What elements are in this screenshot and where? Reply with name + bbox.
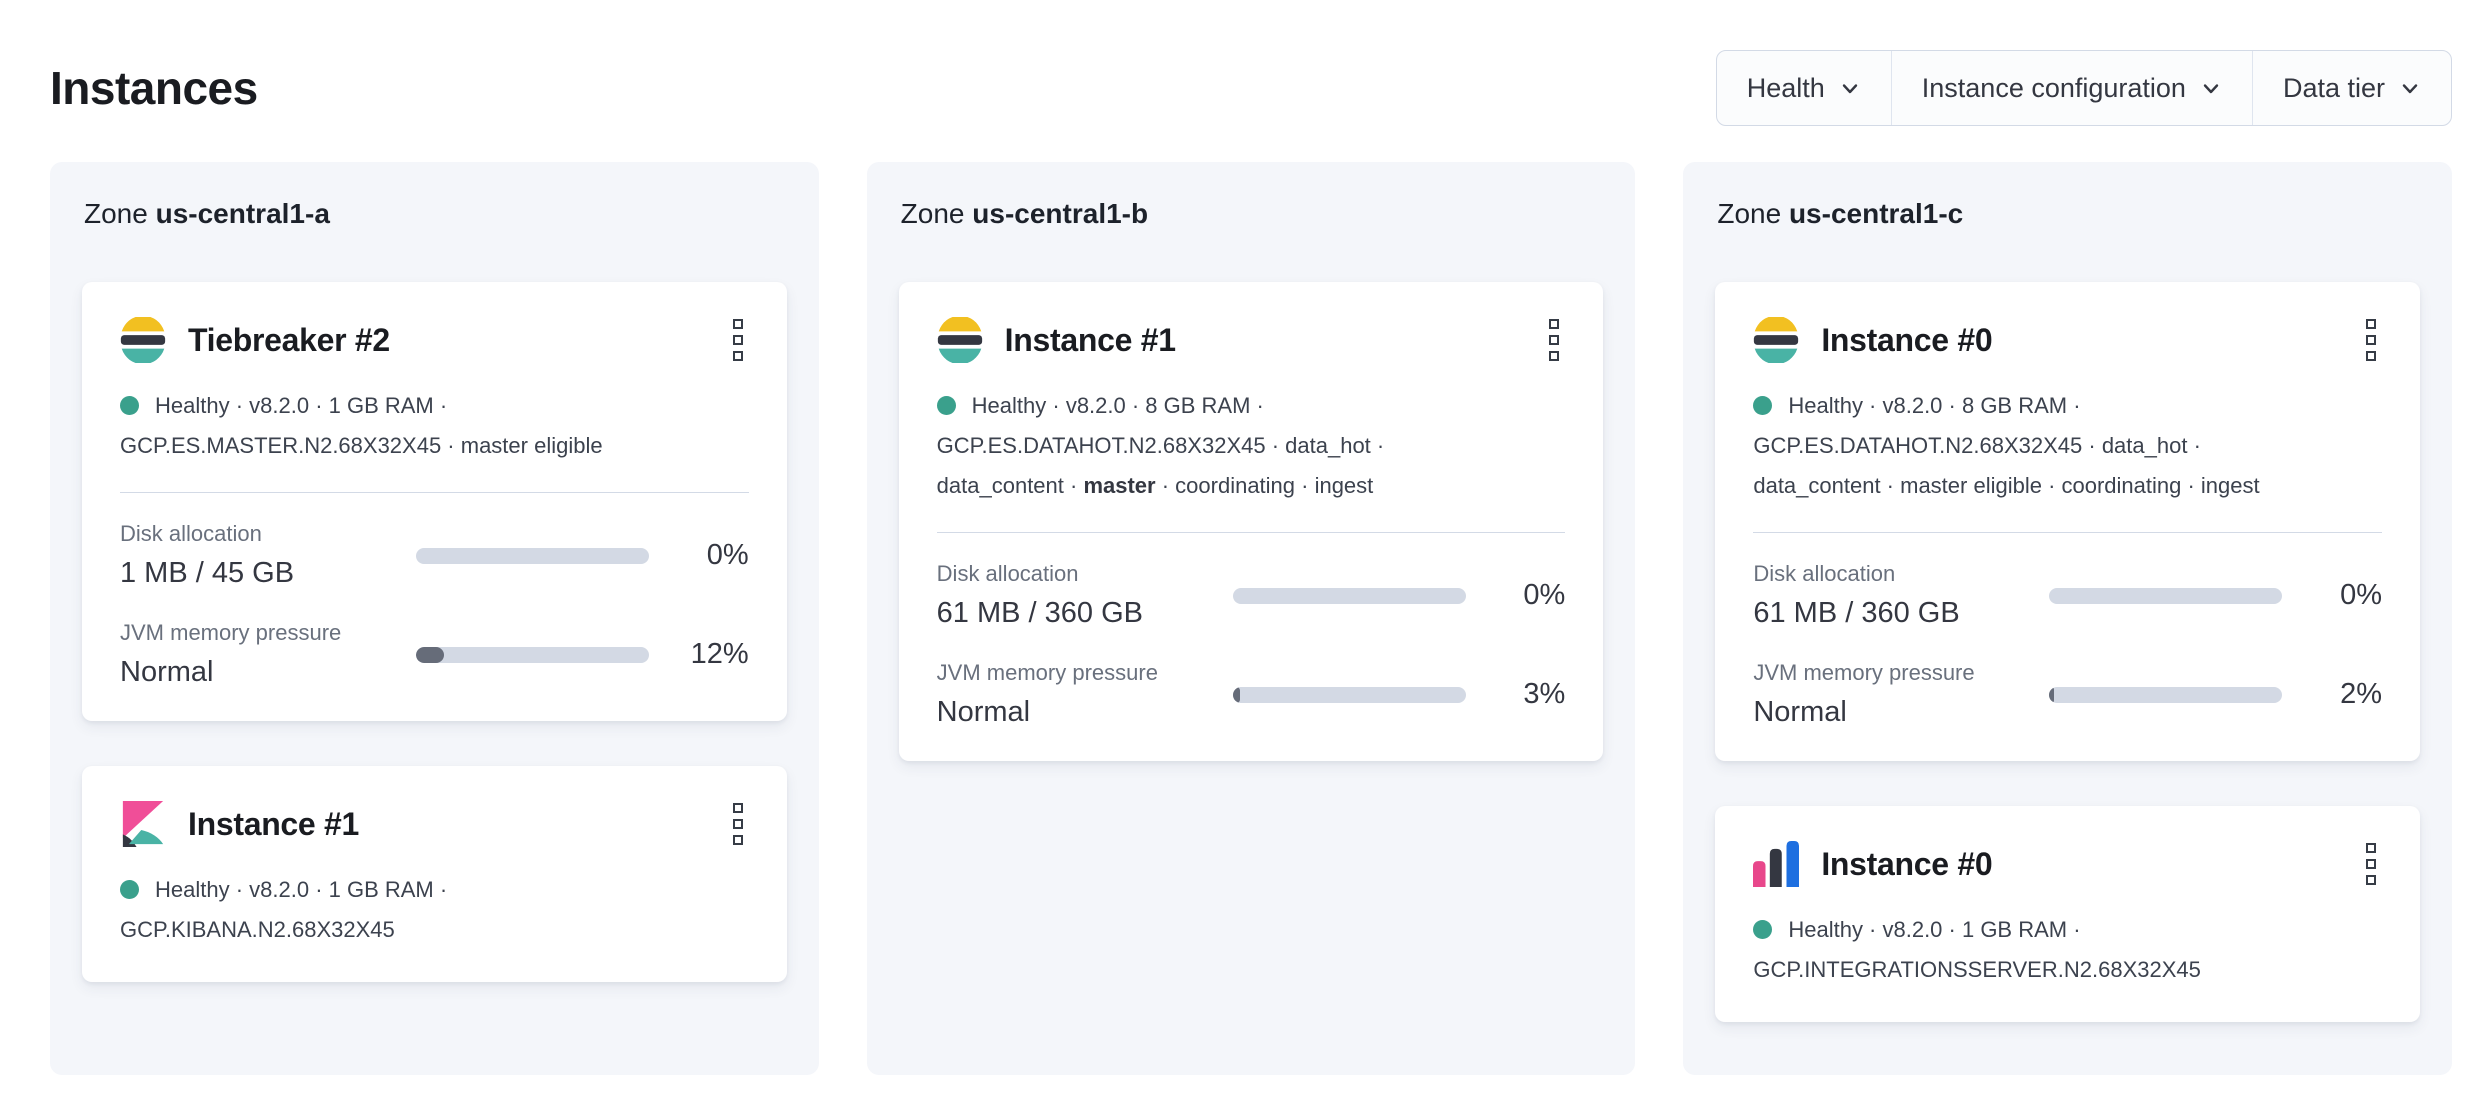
- instance-menu-button[interactable]: [1543, 315, 1565, 365]
- disk-allocation-row: Disk allocation 61 MB / 360 GB 0%: [937, 561, 1566, 630]
- card-divider: [120, 492, 749, 493]
- metric-percent: 0%: [706, 539, 749, 571]
- instance-title: Instance #0: [1821, 321, 1993, 358]
- card-header: Instance #1: [937, 316, 1566, 364]
- instance-title: Instance #1: [1004, 321, 1176, 358]
- elasticsearch-logo: [937, 317, 982, 363]
- metric-value: 61 MB / 360 GB: [936, 597, 1143, 629]
- elasticsearch-logo: [120, 317, 166, 363]
- zones-container: Zone us-central1-a Tiebreaker #2 Healthy…: [50, 162, 2453, 1075]
- filter-data-tier-label: Data tier: [2282, 72, 2385, 103]
- metric-label: Disk allocation: [120, 521, 262, 546]
- disk-allocation-row: Disk allocation 1 MB / 45 GB 0%: [120, 521, 749, 590]
- metric-value: 1 MB / 45 GB: [120, 557, 295, 589]
- disk-allocation-meter: [2049, 587, 2283, 604]
- card-divider: [936, 532, 1566, 533]
- filter-group: Health Instance configuration Data tier: [1715, 50, 2452, 126]
- metric-percent: 2%: [2340, 678, 2383, 710]
- metric-percent: 0%: [1523, 579, 1566, 611]
- metric-value: 61 MB / 360 GB: [1753, 597, 1960, 629]
- card-divider: [1753, 532, 2383, 533]
- metric-label: Disk allocation: [1753, 561, 1896, 586]
- boxes-vertical-icon: [1549, 319, 1560, 329]
- instance-title: Instance #1: [188, 805, 360, 842]
- metrics: Disk allocation 61 MB / 360 GB 0% JVM me…: [937, 561, 1566, 729]
- filter-health-label: Health: [1746, 72, 1825, 103]
- card-header: Instance #0: [1753, 840, 2382, 888]
- disk-allocation-meter: [416, 547, 649, 564]
- instance-status: Healthy · v8.2.0 · 1 GB RAM · GCP.KIBANA…: [120, 877, 448, 942]
- instance-menu-button[interactable]: [727, 315, 749, 365]
- instance-card-tiebreaker-2: Tiebreaker #2 Healthy · v8.2.0 · 1 GB RA…: [82, 282, 787, 721]
- boxes-vertical-icon: [732, 803, 743, 813]
- chevron-down-icon: [2200, 77, 2222, 99]
- jvm-memory-pressure-row: JVM memory pressure Normal 3%: [937, 660, 1566, 729]
- instance-menu-button[interactable]: [727, 799, 749, 849]
- health-status-dot: [936, 396, 956, 415]
- card-header: Instance #0: [1753, 316, 2382, 364]
- elasticsearch-logo: [1754, 317, 1799, 363]
- zone-us-central1-a: Zone us-central1-a Tiebreaker #2 Healthy…: [50, 162, 819, 1075]
- instance-menu-button[interactable]: [2360, 839, 2382, 889]
- disk-allocation-meter: [1232, 587, 1466, 604]
- jvm-memory-pressure-row: JVM memory pressure Normal 2%: [1753, 660, 2382, 729]
- integrations-server-logo: [1753, 841, 1800, 887]
- chevron-down-icon: [1839, 77, 1861, 99]
- instance-status: Healthy · v8.2.0 · 8 GB RAM · GCP.ES.DAT…: [1753, 393, 2260, 498]
- metric-percent: 12%: [690, 638, 749, 670]
- boxes-vertical-icon: [732, 319, 743, 329]
- card-header: Instance #1: [120, 800, 749, 848]
- page-title: Instances: [50, 62, 258, 114]
- metric-label: JVM memory pressure: [1753, 660, 1975, 685]
- top-bar: Instances Health Instance configuration …: [0, 0, 2490, 126]
- chevron-down-icon: [2399, 77, 2421, 99]
- metric-value: Normal: [1753, 696, 1847, 728]
- instance-card-integrations-server-0: Instance #0 Healthy · v8.2.0 · 1 GB RAM …: [1715, 806, 2421, 1022]
- instance-status: Healthy · v8.2.0 · 1 GB RAM · GCP.INTEGR…: [1753, 917, 2201, 982]
- jvm-memory-pressure-meter: [416, 646, 649, 663]
- zone-header: Zone us-central1-c: [1717, 198, 1964, 229]
- kibana-logo: [122, 801, 164, 847]
- filter-health-button[interactable]: Health: [1717, 51, 1891, 125]
- instance-title: Instance #0: [1821, 845, 1993, 882]
- metric-percent: 0%: [2340, 579, 2383, 611]
- filter-instance-configuration-button[interactable]: Instance configuration: [1890, 51, 2252, 125]
- zone-us-central1-b: Zone us-central1-b Instance #1 Healthy ·…: [866, 162, 1636, 1075]
- metric-label: JVM memory pressure: [936, 660, 1158, 685]
- instance-menu-button[interactable]: [2360, 315, 2382, 365]
- metric-label: Disk allocation: [936, 561, 1079, 586]
- metric-value: Normal: [936, 696, 1031, 728]
- instance-card-es-1: Instance #1 Healthy · v8.2.0 · 8 GB RAM …: [898, 282, 1604, 761]
- instance-status: Healthy · v8.2.0 · 1 GB RAM · GCP.ES.MAS…: [120, 393, 603, 458]
- disk-allocation-row: Disk allocation 61 MB / 360 GB 0%: [1753, 561, 2382, 630]
- zone-name: us-central1-a: [155, 198, 330, 229]
- health-status-dot: [1753, 920, 1773, 939]
- health-status-dot: [120, 880, 139, 899]
- instance-card-kibana-1: Instance #1 Healthy · v8.2.0 · 1 GB RAM …: [82, 766, 787, 982]
- zone-header: Zone us-central1-a: [84, 198, 330, 229]
- zone-us-central1-c: Zone us-central1-c Instance #0 Healthy ·…: [1683, 162, 2453, 1075]
- jvm-memory-pressure-row: JVM memory pressure Normal 12%: [120, 620, 749, 689]
- instance-card-es-0: Instance #0 Healthy · v8.2.0 · 8 GB RAM …: [1715, 282, 2421, 761]
- metric-value: Normal: [120, 656, 214, 688]
- zone-name: us-central1-b: [972, 198, 1149, 229]
- health-status-dot: [120, 396, 139, 415]
- boxes-vertical-icon: [2366, 319, 2377, 329]
- jvm-memory-pressure-meter: [2049, 686, 2283, 703]
- card-header: Tiebreaker #2: [120, 316, 749, 364]
- filter-data-tier-button[interactable]: Data tier: [2251, 51, 2451, 125]
- zone-header: Zone us-central1-b: [900, 198, 1149, 229]
- zone-name: us-central1-c: [1788, 198, 1964, 229]
- instance-title: Tiebreaker #2: [188, 321, 390, 358]
- instance-status: Healthy · v8.2.0 · 8 GB RAM · GCP.ES.DAT…: [936, 393, 1385, 498]
- metrics: Disk allocation 1 MB / 45 GB 0% JVM memo…: [120, 521, 749, 689]
- metrics: Disk allocation 61 MB / 360 GB 0% JVM me…: [1753, 561, 2382, 729]
- metric-percent: 3%: [1523, 678, 1566, 710]
- jvm-memory-pressure-meter: [1232, 686, 1466, 703]
- health-status-dot: [1753, 396, 1773, 415]
- metric-label: JVM memory pressure: [120, 620, 342, 645]
- boxes-vertical-icon: [2366, 843, 2377, 853]
- filter-instance-configuration-label: Instance configuration: [1921, 72, 2186, 103]
